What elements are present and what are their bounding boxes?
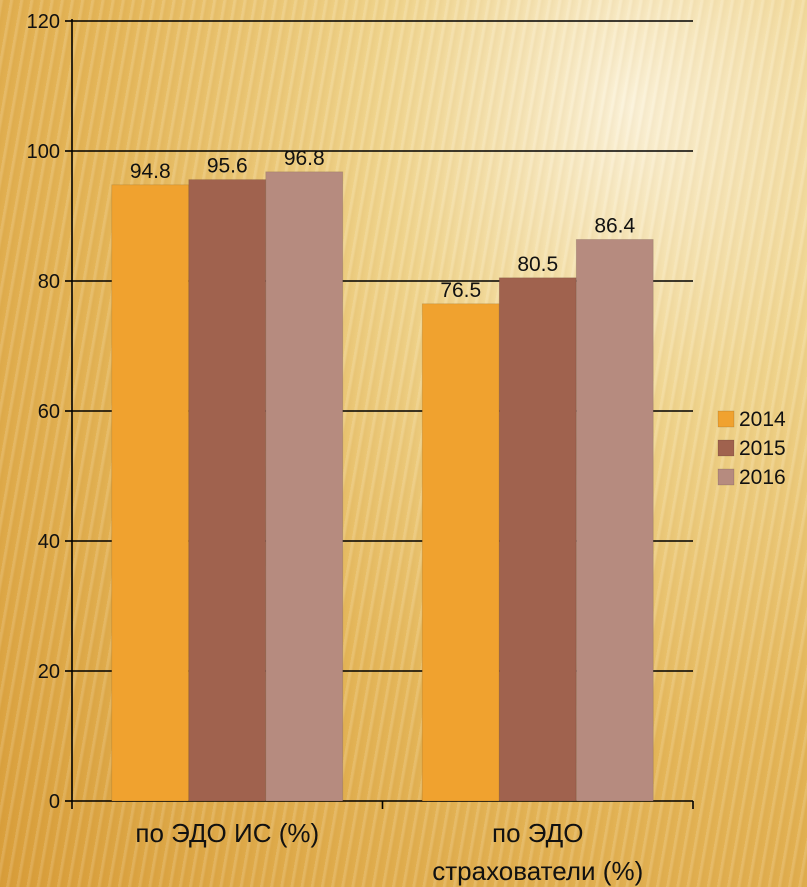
- y-tick-label: 20: [38, 661, 60, 683]
- legend-label: 2016: [739, 466, 786, 489]
- bar: [575, 238, 654, 802]
- data-label: 96.8: [284, 147, 325, 170]
- data-label: 76.5: [440, 279, 481, 302]
- legend-swatch: [717, 410, 735, 428]
- bar: [111, 184, 190, 802]
- data-label: 94.8: [130, 160, 171, 183]
- data-label: 86.4: [594, 214, 635, 237]
- y-tick-label: 0: [49, 791, 60, 813]
- bar: [498, 277, 577, 802]
- legend-swatch: [717, 468, 735, 486]
- legend-swatch: [717, 439, 735, 457]
- y-tick-label: 100: [27, 141, 60, 163]
- x-category-label: страхователи (%): [432, 856, 643, 886]
- data-label: 95.6: [207, 155, 248, 178]
- bar: [421, 303, 500, 802]
- y-tick-label: 60: [38, 401, 60, 423]
- bar: [265, 171, 344, 802]
- x-category-label: по ЭДО ИС (%): [135, 818, 319, 848]
- legend-label: 2015: [739, 437, 786, 460]
- y-tick-label: 80: [38, 271, 60, 293]
- bar: [188, 179, 267, 802]
- data-label: 80.5: [517, 253, 558, 276]
- x-category-label: по ЭДО: [492, 818, 583, 848]
- y-tick-label: 40: [38, 531, 60, 553]
- y-tick-label: 120: [27, 11, 60, 33]
- legend-label: 2014: [739, 408, 786, 431]
